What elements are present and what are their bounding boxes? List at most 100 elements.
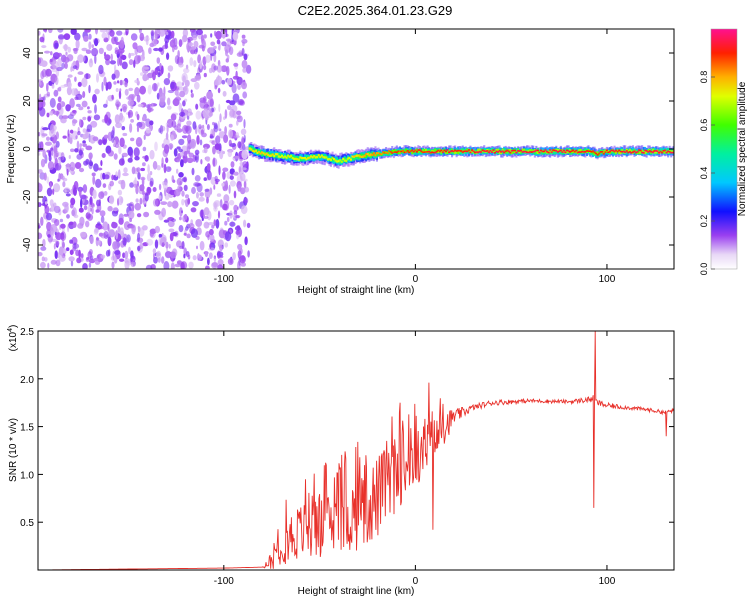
noise-cell: [114, 114, 121, 124]
noise-cell: [126, 234, 131, 243]
noise-cell: [44, 257, 48, 262]
snr-x-tick-label: 100: [599, 576, 616, 587]
signal-cell: [326, 158, 329, 161]
signal-cell: [322, 156, 325, 159]
signal-cell: [536, 149, 539, 152]
spectrogram-x-tick-label: 0: [413, 274, 419, 285]
signal-cell: [415, 148, 418, 152]
noise-cell: [196, 192, 199, 199]
signal-cell: [587, 150, 590, 152]
signal-cell: [342, 157, 345, 161]
noise-cell: [85, 212, 91, 219]
noise-cell: [54, 76, 59, 86]
noise-cell: [170, 30, 175, 39]
signal-cell: [305, 154, 308, 159]
noise-cell: [187, 254, 191, 260]
noise-cell: [190, 228, 198, 238]
signal-cell: [506, 149, 509, 152]
spectrogram-panel: -100 0 100 -40 -20 0 20 40 Height of straight …: [6, 28, 675, 296]
noise-cell: [83, 205, 88, 211]
signal-cell: [592, 150, 595, 152]
noise-cell: [140, 176, 146, 181]
signal-cell: [346, 157, 349, 160]
noise-cell: [233, 171, 239, 176]
noise-cell: [237, 243, 243, 251]
signal-cell: [489, 150, 492, 152]
signal-cell: [438, 148, 441, 152]
signal-cell: [665, 151, 668, 154]
signal-cell: [579, 148, 582, 152]
noise-cell: [200, 159, 203, 165]
signal-cell: [472, 150, 475, 153]
snr-y-tick-label: 1.5: [20, 423, 34, 434]
signal-cell: [630, 152, 633, 154]
noise-cell: [135, 198, 139, 203]
signal-cell: [483, 150, 486, 152]
signal-cell: [541, 150, 544, 153]
noise-cell: [217, 264, 224, 269]
signal-cell: [329, 158, 332, 161]
noise-cell: [104, 114, 109, 124]
noise-cell: [209, 243, 212, 250]
noise-cell: [135, 137, 143, 147]
signal-cell: [360, 153, 363, 158]
signal-cell: [552, 149, 555, 151]
signal-cell: [429, 151, 432, 154]
noise-cell: [78, 167, 85, 173]
noise-cell: [80, 198, 83, 209]
noise-cell: [115, 171, 118, 177]
signal-cell: [337, 160, 340, 163]
noise-cell: [112, 207, 119, 212]
signal-cell: [667, 150, 670, 153]
noise-cell: [137, 103, 144, 108]
noise-cell: [70, 260, 74, 267]
signal-cell: [391, 152, 394, 154]
noise-cell: [114, 64, 117, 73]
noise-cell: [65, 193, 71, 197]
signal-cell: [302, 157, 305, 160]
signal-cell: [380, 153, 383, 155]
noise-cell: [215, 75, 223, 85]
noise-cell: [232, 31, 239, 41]
noise-cell: [167, 65, 174, 72]
noise-cell: [102, 183, 107, 189]
signal-cell: [253, 150, 256, 153]
noise-cell: [187, 197, 191, 205]
signal-cell: [585, 150, 588, 152]
noise-cell: [84, 29, 91, 33]
signal-cell: [446, 151, 449, 155]
signal-cell: [621, 151, 624, 153]
noise-cell: [136, 125, 140, 133]
noise-cell: [58, 34, 65, 40]
signal-cell: [257, 150, 260, 153]
noise-cell: [168, 143, 174, 150]
noise-cell: [121, 61, 128, 70]
signal-cell: [437, 150, 440, 154]
noise-cell: [92, 189, 97, 199]
noise-cell: [52, 110, 60, 116]
signal-cell: [421, 149, 424, 153]
signal-cell: [507, 150, 510, 153]
noise-cell: [144, 192, 149, 202]
noise-cell: [70, 148, 75, 153]
noise-cell: [233, 155, 240, 159]
noise-cell: [49, 58, 53, 63]
noise-cell: [192, 34, 198, 41]
noise-cell: [216, 39, 221, 45]
spectrogram-y-tick-label: -20: [22, 189, 33, 204]
signal-cell: [657, 152, 660, 154]
noise-cell: [82, 263, 88, 269]
noise-cell: [107, 150, 114, 157]
signal-cell: [336, 160, 339, 163]
signal-cell: [478, 150, 481, 153]
noise-cell: [136, 113, 140, 121]
signal-cell: [348, 157, 351, 161]
signal-cell: [650, 150, 653, 153]
noise-cell: [139, 197, 143, 205]
noise-cell: [138, 121, 146, 130]
signal-cell: [572, 149, 575, 151]
noise-cell: [120, 179, 126, 190]
noise-cell: [149, 177, 154, 186]
signal-cell: [664, 150, 667, 154]
signal-cell: [622, 150, 625, 153]
